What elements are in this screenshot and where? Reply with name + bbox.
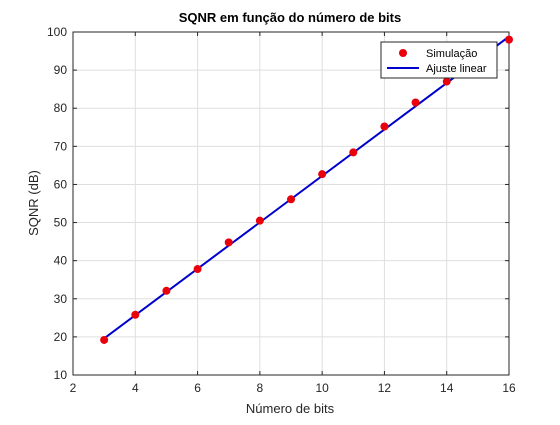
legend-marker-simulacao	[399, 49, 407, 57]
x-tick-label: 14	[440, 381, 454, 395]
x-tick-label: 2	[70, 381, 77, 395]
data-point-simulacao	[411, 98, 420, 107]
y-tick-label: 60	[54, 177, 68, 191]
tick-labels: 2 4 6 8 10 12 14 16 10 20 30 40 50 60 70 80 90 100	[47, 25, 516, 395]
y-tick-label: 50	[54, 216, 68, 230]
data-point-simulacao	[100, 335, 109, 344]
y-tick-label: 90	[54, 63, 68, 77]
x-tick-label: 10	[315, 381, 329, 395]
axes	[72, 31, 510, 376]
plot-area	[73, 32, 509, 375]
data-point-simulacao	[162, 286, 171, 295]
x-tick-label: 12	[378, 381, 392, 395]
legend-label: Simulação	[426, 48, 477, 60]
data-point-simulacao	[224, 238, 233, 247]
data-point-simulacao	[442, 77, 451, 86]
y-tick-label: 20	[54, 330, 68, 344]
x-tick-label: 6	[194, 381, 201, 395]
y-axis-label: SQNR (dB)	[26, 170, 41, 236]
x-tick-label: 16	[502, 381, 516, 395]
series-line-ajuste-linear	[103, 35, 510, 340]
axes-box	[72, 31, 510, 376]
data-point-simulacao	[287, 195, 295, 204]
y-tick-label: 70	[54, 139, 68, 153]
legend-box	[380, 41, 498, 79]
x-tick-label: 4	[132, 381, 139, 395]
y-tick-label: 100	[47, 25, 67, 39]
y-tick-label: 80	[54, 101, 68, 115]
data-point-simulacao	[349, 148, 358, 157]
x-axis-label: Número de bits	[246, 401, 335, 416]
legend-label: Ajuste linear	[426, 63, 487, 75]
legend: Simulação Ajuste linear	[380, 41, 498, 79]
data-point-simulacao	[505, 35, 513, 44]
data-point-simulacao	[193, 265, 202, 274]
data-point-simulacao	[380, 122, 389, 131]
data-point-simulacao	[131, 310, 140, 319]
data-point-simulacao	[318, 170, 327, 179]
y-tick-label: 10	[54, 368, 68, 382]
y-tick-label: 30	[54, 292, 68, 306]
x-tick-label: 8	[257, 381, 264, 395]
y-tick-label: 40	[54, 254, 68, 268]
series-layer	[100, 35, 513, 344]
data-point-simulacao	[255, 216, 264, 225]
chart-title: SQNR em função do número de bits	[179, 10, 401, 25]
